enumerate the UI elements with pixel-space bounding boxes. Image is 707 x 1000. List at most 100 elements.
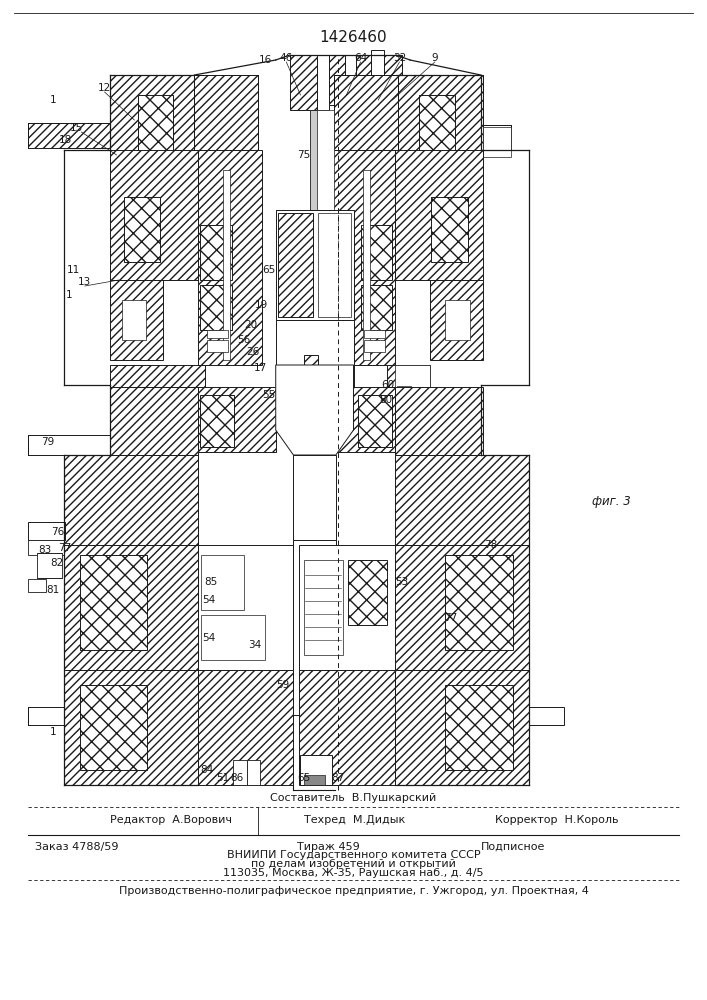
Bar bbox=[300, 755, 332, 785]
Text: 9: 9 bbox=[431, 53, 438, 63]
Bar bbox=[28, 522, 65, 540]
Text: Техред  М.Дидык: Техред М.Дидык bbox=[304, 815, 405, 825]
Bar bbox=[318, 213, 351, 317]
Bar bbox=[398, 75, 483, 170]
Bar bbox=[110, 280, 163, 360]
Bar bbox=[529, 707, 564, 725]
Bar bbox=[331, 150, 395, 365]
Text: 34: 34 bbox=[248, 640, 261, 650]
Bar bbox=[317, 110, 334, 210]
Bar bbox=[371, 50, 384, 105]
Bar bbox=[361, 225, 392, 280]
Bar bbox=[233, 760, 247, 785]
Bar bbox=[110, 365, 205, 387]
Bar bbox=[356, 55, 371, 105]
Bar bbox=[28, 707, 64, 725]
Bar bbox=[304, 560, 343, 655]
Bar bbox=[397, 386, 411, 398]
Text: 54: 54 bbox=[202, 633, 215, 643]
Bar bbox=[198, 387, 276, 452]
Bar bbox=[364, 330, 385, 338]
Bar bbox=[384, 55, 402, 105]
Text: фиг. 3: фиг. 3 bbox=[592, 495, 631, 508]
Bar bbox=[278, 213, 313, 317]
Text: 75: 75 bbox=[298, 150, 310, 160]
Bar bbox=[293, 540, 336, 715]
Text: 60: 60 bbox=[381, 380, 394, 390]
Bar bbox=[445, 685, 513, 770]
Text: Редактор  А.Ворович: Редактор А.Ворович bbox=[110, 815, 232, 825]
Bar bbox=[110, 387, 198, 455]
Text: 15: 15 bbox=[70, 123, 83, 133]
Text: 78: 78 bbox=[484, 540, 497, 550]
Bar bbox=[395, 455, 529, 545]
Text: 59: 59 bbox=[276, 680, 289, 690]
Bar bbox=[483, 127, 511, 157]
Bar bbox=[299, 545, 395, 670]
Bar bbox=[223, 170, 230, 360]
Text: 81: 81 bbox=[47, 585, 59, 595]
Bar bbox=[64, 455, 198, 545]
Bar bbox=[276, 320, 354, 400]
Bar bbox=[124, 197, 160, 262]
Bar bbox=[207, 330, 228, 338]
Bar bbox=[334, 75, 398, 150]
Bar bbox=[334, 75, 398, 150]
Text: 84: 84 bbox=[200, 765, 213, 775]
Bar bbox=[329, 55, 345, 105]
Bar bbox=[304, 775, 325, 785]
Polygon shape bbox=[276, 365, 354, 455]
Text: Составитель  В.Пушкарский: Составитель В.Пушкарский bbox=[270, 793, 437, 803]
Text: 86: 86 bbox=[230, 773, 243, 783]
Text: 51: 51 bbox=[216, 773, 229, 783]
Text: по делам изобретений и открытий: по делам изобретений и открытий bbox=[251, 859, 456, 869]
Bar bbox=[80, 555, 147, 650]
Bar bbox=[483, 125, 511, 150]
Bar bbox=[317, 55, 329, 110]
Text: 17: 17 bbox=[254, 363, 267, 373]
Bar bbox=[200, 395, 234, 447]
Bar bbox=[198, 670, 293, 785]
Text: 19: 19 bbox=[255, 300, 268, 310]
Text: 76: 76 bbox=[52, 527, 64, 537]
Bar bbox=[395, 150, 483, 280]
Bar bbox=[276, 210, 354, 320]
Bar bbox=[358, 395, 392, 447]
Text: 85: 85 bbox=[204, 577, 217, 587]
Bar bbox=[364, 340, 385, 352]
Text: 87: 87 bbox=[332, 773, 344, 783]
Bar bbox=[431, 197, 468, 262]
Bar bbox=[308, 640, 325, 725]
Text: 1426460: 1426460 bbox=[320, 29, 387, 44]
Text: 18: 18 bbox=[59, 135, 71, 145]
Text: 16: 16 bbox=[259, 55, 271, 65]
Bar bbox=[290, 55, 317, 110]
Bar bbox=[122, 300, 146, 340]
Bar bbox=[80, 685, 147, 770]
Bar bbox=[293, 455, 336, 580]
Bar bbox=[64, 545, 198, 670]
Bar bbox=[304, 355, 318, 390]
Bar bbox=[395, 670, 529, 785]
Bar bbox=[194, 75, 258, 150]
Bar bbox=[110, 150, 198, 280]
Text: 1: 1 bbox=[66, 290, 73, 300]
Bar bbox=[201, 615, 265, 660]
Bar bbox=[110, 75, 194, 170]
Bar bbox=[395, 365, 430, 400]
Bar bbox=[345, 55, 356, 105]
Text: 20: 20 bbox=[245, 320, 257, 330]
Text: 77: 77 bbox=[445, 613, 457, 623]
Bar bbox=[483, 125, 511, 150]
Bar bbox=[207, 340, 228, 352]
Text: 79: 79 bbox=[42, 437, 54, 447]
Text: 65: 65 bbox=[262, 265, 275, 275]
Bar bbox=[317, 387, 395, 452]
Bar bbox=[194, 75, 258, 150]
Bar bbox=[198, 150, 262, 365]
Bar bbox=[387, 365, 430, 387]
Bar bbox=[64, 670, 198, 785]
Text: 54: 54 bbox=[202, 595, 215, 605]
Bar bbox=[419, 95, 455, 157]
Text: 32: 32 bbox=[393, 53, 406, 63]
